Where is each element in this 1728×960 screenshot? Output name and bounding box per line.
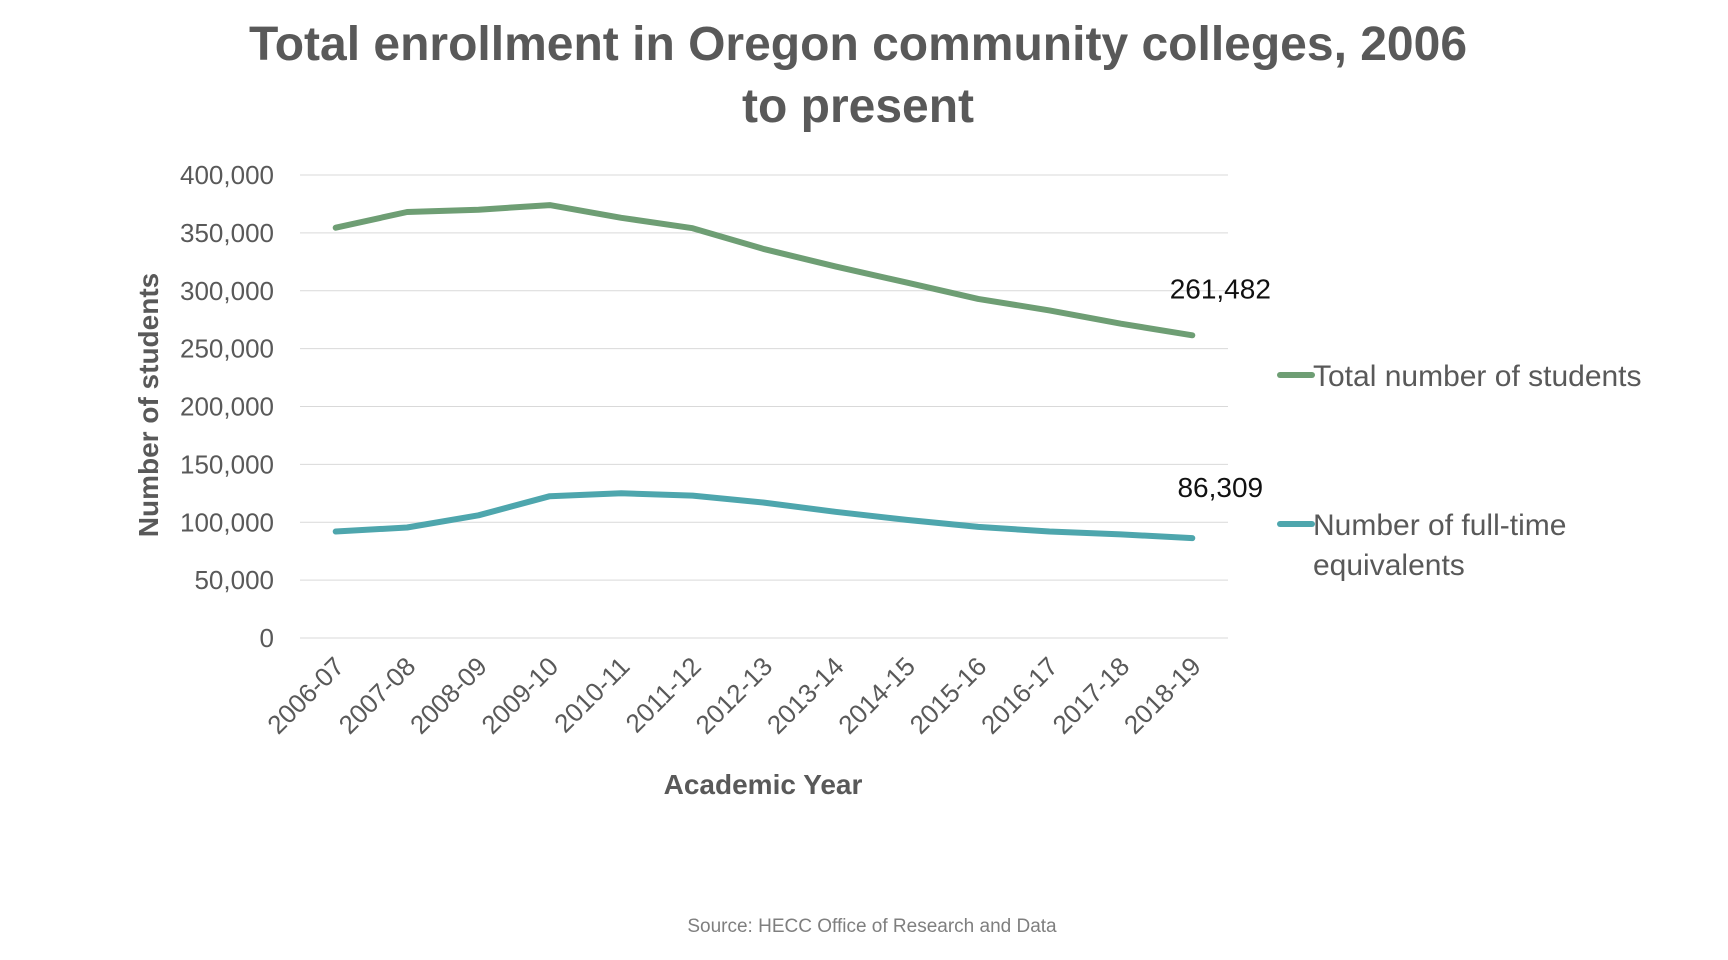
x-tick-label: 2018-19 (1118, 651, 1207, 740)
data-point (476, 513, 480, 517)
data-point (905, 281, 909, 285)
x-axis-ticks: 2006-072007-082008-092009-102010-112011-… (261, 651, 1206, 740)
data-labels: 261,482 86,309 (1170, 273, 1271, 503)
data-point (548, 203, 552, 207)
y-tick-label: 350,000 (180, 218, 274, 248)
data-point (405, 525, 409, 529)
legend-label: equivalents (1313, 549, 1465, 582)
series-lines (332, 202, 1196, 542)
data-point (619, 491, 623, 495)
x-tick-label: 2006-07 (261, 651, 350, 740)
data-point (476, 208, 480, 212)
chart-title-line-1: Total enrollment in Oregon community col… (249, 18, 1467, 71)
data-point (1048, 308, 1052, 312)
legend-label: Total number of students (1313, 360, 1642, 393)
data-point (1119, 322, 1123, 326)
data-point (691, 494, 695, 498)
data-point (1119, 532, 1123, 536)
end-data-label: 86,309 (1177, 472, 1263, 503)
x-tick-label: 2016-17 (975, 651, 1064, 740)
x-tick-label: 2017-18 (1046, 651, 1135, 740)
x-axis-title: Academic Year (664, 769, 863, 800)
data-point (905, 518, 909, 522)
y-tick-label: 250,000 (180, 334, 274, 364)
data-point (548, 494, 552, 498)
x-tick-label: 2008-09 (404, 651, 493, 740)
data-point (405, 210, 409, 214)
legend: Total number of students Number of full-t… (1277, 360, 1642, 582)
data-point (833, 264, 837, 268)
x-tick-label: 2011-12 (620, 651, 707, 738)
y-tick-label: 400,000 (180, 160, 274, 190)
y-tick-label: 100,000 (180, 507, 274, 537)
x-tick-label: 2013-14 (761, 651, 850, 740)
y-tick-label: 150,000 (180, 449, 274, 479)
end-data-label: 261,482 (1170, 273, 1271, 304)
data-point (1048, 530, 1052, 534)
data-point (976, 297, 980, 301)
data-point (976, 525, 980, 529)
data-point (619, 216, 623, 220)
data-point (833, 510, 837, 514)
data-point (334, 530, 338, 534)
y-tick-label: 300,000 (180, 276, 274, 306)
y-axis-ticks: 0 50,000 100,000 150,000 200,000 250,000 300,0… (180, 160, 274, 653)
x-tick-label: 2010-11 (548, 651, 635, 738)
x-tick-label: 2009-10 (475, 651, 564, 740)
source-note: Source: HECC Office of Research and Data (687, 916, 1057, 937)
series-line (332, 490, 1196, 542)
x-tick-label: 2014-15 (832, 651, 921, 740)
y-axis-title: Number of students (133, 273, 164, 537)
data-point (1190, 536, 1194, 540)
y-tick-label: 200,000 (180, 392, 274, 422)
chart-title: Total enrollment in Oregon community col… (249, 18, 1467, 133)
legend-label: Number of full-time (1313, 509, 1566, 542)
data-point (334, 226, 338, 230)
data-point (1190, 333, 1194, 337)
series-line (332, 202, 1196, 339)
x-tick-label: 2012-13 (690, 651, 779, 740)
data-point (762, 501, 766, 505)
x-tick-label: 2007-08 (333, 651, 422, 740)
data-point (691, 226, 695, 230)
y-tick-label: 0 (260, 623, 274, 653)
x-tick-label: 2015-16 (904, 651, 993, 740)
chart-title-line-2: to present (742, 80, 974, 133)
y-tick-label: 50,000 (194, 565, 274, 595)
data-point (762, 247, 766, 251)
gridlines (300, 174, 1228, 639)
